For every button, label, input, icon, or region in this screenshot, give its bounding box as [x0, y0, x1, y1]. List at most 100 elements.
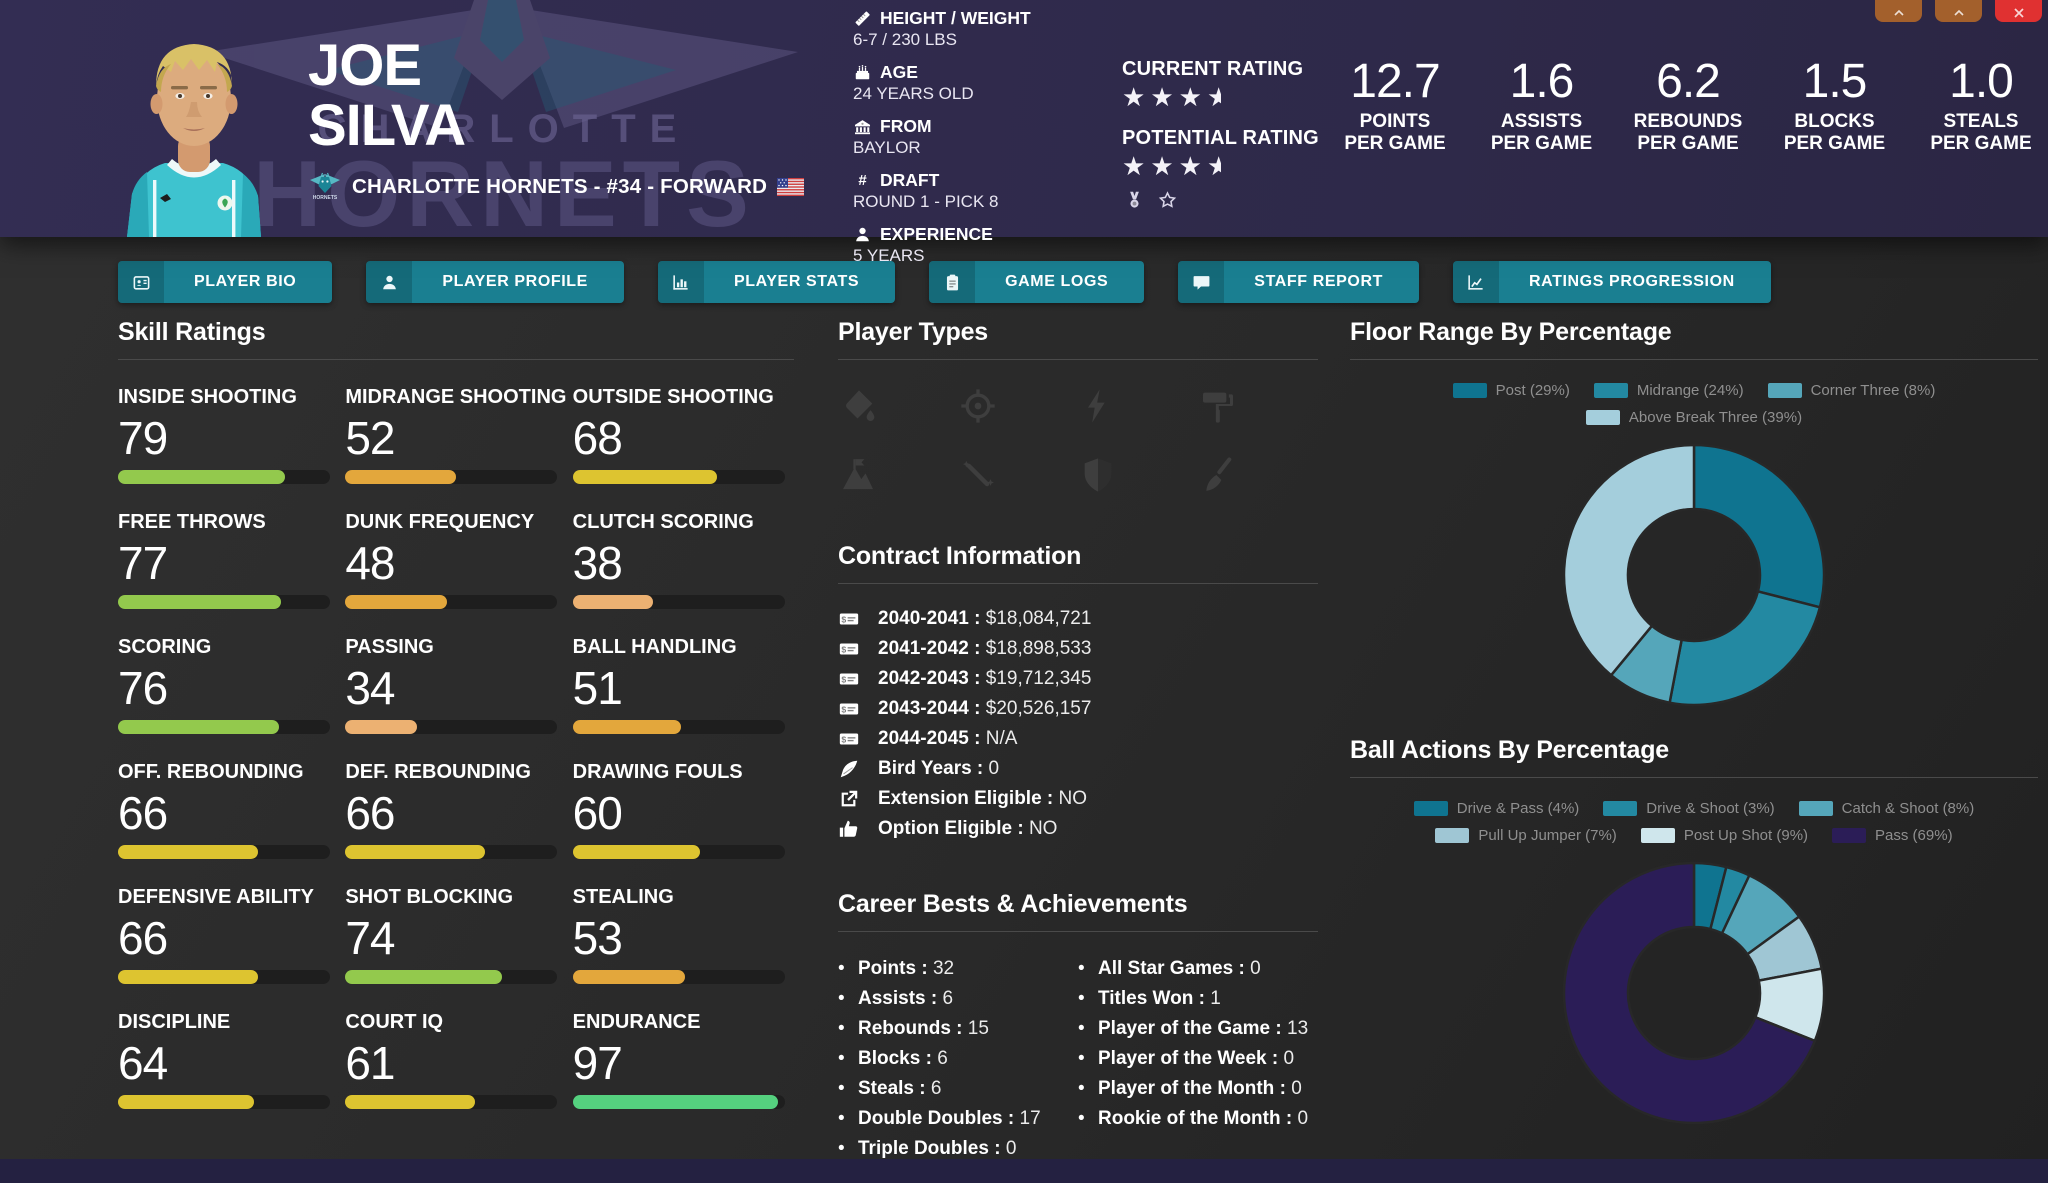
skill-label: COURT IQ: [345, 1011, 444, 1033]
money-check-icon: $: [838, 698, 862, 720]
team-logo-watermark: CHARLOTTE HORNETS: [206, 0, 798, 237]
skill-value: 74: [345, 912, 395, 964]
skill-cell: INSIDE SHOOTING 79: [118, 386, 339, 496]
legend-swatch: [1435, 828, 1470, 843]
contract-label: Option Eligible: [878, 818, 1013, 839]
legend-item: Drive & Shoot (3%): [1603, 800, 1775, 817]
career-label: Rebounds: [858, 1018, 951, 1039]
skill-value: 38: [572, 537, 623, 589]
rating-label: POTENTIAL RATING: [1122, 127, 1319, 149]
skill-cell: SHOT BLOCKING 74: [345, 886, 566, 996]
contract-row: Option Eligible : NO: [838, 814, 1318, 844]
career-value: 17: [1019, 1108, 1041, 1129]
section-title: Contract Information: [838, 542, 1082, 570]
target-icon: [958, 386, 1078, 431]
career-label: All Star Games: [1098, 958, 1234, 979]
skill-cell: DISCIPLINE 64: [118, 1011, 339, 1121]
player-last-name: SILVA: [308, 93, 466, 158]
section-divider: [838, 931, 1318, 932]
school-icon: [853, 117, 872, 136]
section-title: Career Bests & Achievements: [838, 890, 1188, 918]
nav-button-2[interactable]: [1935, 0, 1982, 22]
player-first-name: JOE: [308, 33, 422, 98]
legend-swatch: [1413, 801, 1448, 816]
skill-value: 51: [572, 662, 623, 714]
skill-label: PASSING: [345, 636, 434, 658]
per-game-label: STEALS PER GAME: [1930, 111, 2032, 154]
tab-player-stats[interactable]: PLAYER STATS: [657, 261, 896, 303]
contract-row: $ 2040-2041 : $18,084,721: [838, 604, 1318, 634]
per-game-label: ASSISTS PER GAME: [1490, 111, 1593, 154]
chart-legend: Post (29%) Midrange (24%) Corner Three (8%…: [1364, 382, 2024, 426]
skill-bar-fill: [572, 845, 700, 859]
contract-label: Extension Eligible: [878, 788, 1042, 809]
contract-section: Contract Information $ 2040-2041 : $18,0…: [838, 542, 1318, 844]
info-label-text: AGE: [880, 62, 918, 82]
skill-label: ENDURANCE: [572, 1011, 701, 1033]
tab-player-profile[interactable]: PLAYER PROFILE: [366, 261, 624, 303]
contract-label: 2044-2045: [878, 728, 969, 749]
contract-row: $ 2043-2044 : $20,526,157: [838, 694, 1318, 724]
skill-bar: [572, 1095, 785, 1109]
experience-icon: [853, 225, 872, 244]
contract-row: $ 2044-2045 : N/A: [838, 724, 1318, 754]
feather-icon: [838, 758, 862, 780]
ratings-block: CURRENT RATING ★ ★ ★ ★ POTENTIAL RATING ★ ★ ★…: [1122, 58, 1319, 196]
tab-player-bio[interactable]: PLAYER BIO: [118, 261, 333, 303]
career-label: Steals: [858, 1078, 914, 1099]
donut-slice-post: [1692, 443, 1826, 609]
skill-ratings-section: Skill Ratings INSIDE SHOOTING 79 MIDRANG…: [118, 318, 794, 1121]
star-icon: ★: [1122, 151, 1146, 181]
legend-item: Pull Up Jumper (7%): [1435, 827, 1617, 844]
legend-item: Above Break Three (39%): [1585, 409, 1802, 426]
legend-label: Drive & Pass (4%): [1456, 800, 1580, 817]
skill-cell: OFF. REBOUNDING 66: [118, 761, 339, 871]
contract-rows: $ 2040-2041 : $18,084,721 $ 2041-2042 : …: [838, 604, 1318, 844]
svg-text:$: $: [841, 674, 846, 684]
career-item: • Rebounds : 15: [838, 1018, 989, 1039]
skill-bar: [118, 845, 330, 859]
floor-range-section: Floor Range By Percentage Post (29%) Midr…: [1350, 318, 2038, 710]
skill-label: OFF. REBOUNDING: [118, 761, 304, 783]
player-header: CHARLOTTE HORNETS: [0, 0, 2048, 265]
external-link-icon: [838, 788, 862, 810]
skill-cell: PASSING 34: [345, 636, 566, 746]
nav-button-1[interactable]: [1875, 0, 1922, 22]
career-value: 6: [930, 1078, 942, 1099]
skill-label: SHOT BLOCKING: [345, 886, 514, 908]
skill-value: 64: [118, 1037, 168, 1089]
skill-value: 66: [118, 787, 168, 839]
info-value-text: 24 YEARS OLD: [853, 84, 974, 103]
career-item: • Triple Doubles : 0: [838, 1138, 1017, 1159]
donut-slice-midrange: [1668, 590, 1822, 707]
legend-label: Catch & Shoot (8%): [1841, 800, 1975, 817]
career-value: 15: [967, 1018, 989, 1039]
legend-swatch: [1798, 801, 1833, 816]
career-item: • Blocks : 6: [838, 1048, 948, 1069]
tab-staff-report[interactable]: STAFF REPORT: [1178, 261, 1419, 303]
skill-bar-fill: [118, 1095, 254, 1109]
star-icon: ★: [1178, 151, 1202, 181]
star-icon: ★: [1150, 82, 1174, 112]
per-game-value: 1.6: [1509, 55, 1575, 108]
legend-item: Pass (69%): [1832, 827, 1953, 844]
career-label: Player of the Week: [1098, 1048, 1267, 1069]
section-divider: [1350, 359, 2038, 360]
close-button[interactable]: [1995, 0, 2042, 22]
contract-value: NO: [1058, 788, 1088, 809]
svg-text:$: $: [841, 704, 846, 714]
donut-slice-above-break-three: [1562, 443, 1696, 677]
profile-icon: [366, 261, 413, 303]
skill-bar-fill: [345, 720, 418, 734]
skill-value: 61: [345, 1037, 395, 1089]
skill-bar: [345, 470, 558, 484]
per-game-value: 6.2: [1656, 55, 1721, 108]
career-value: 0: [1291, 1078, 1302, 1099]
tab-ratings-progression[interactable]: RATINGS PROGRESSION: [1452, 261, 1771, 303]
section-title: Skill Ratings: [118, 318, 266, 346]
tab-game-logs[interactable]: GAME LOGS: [929, 261, 1145, 303]
thumbs-up-icon: [838, 818, 862, 840]
skill-cell: CLUTCH SCORING 38: [572, 511, 794, 621]
career-value: 0: [1005, 1138, 1017, 1159]
